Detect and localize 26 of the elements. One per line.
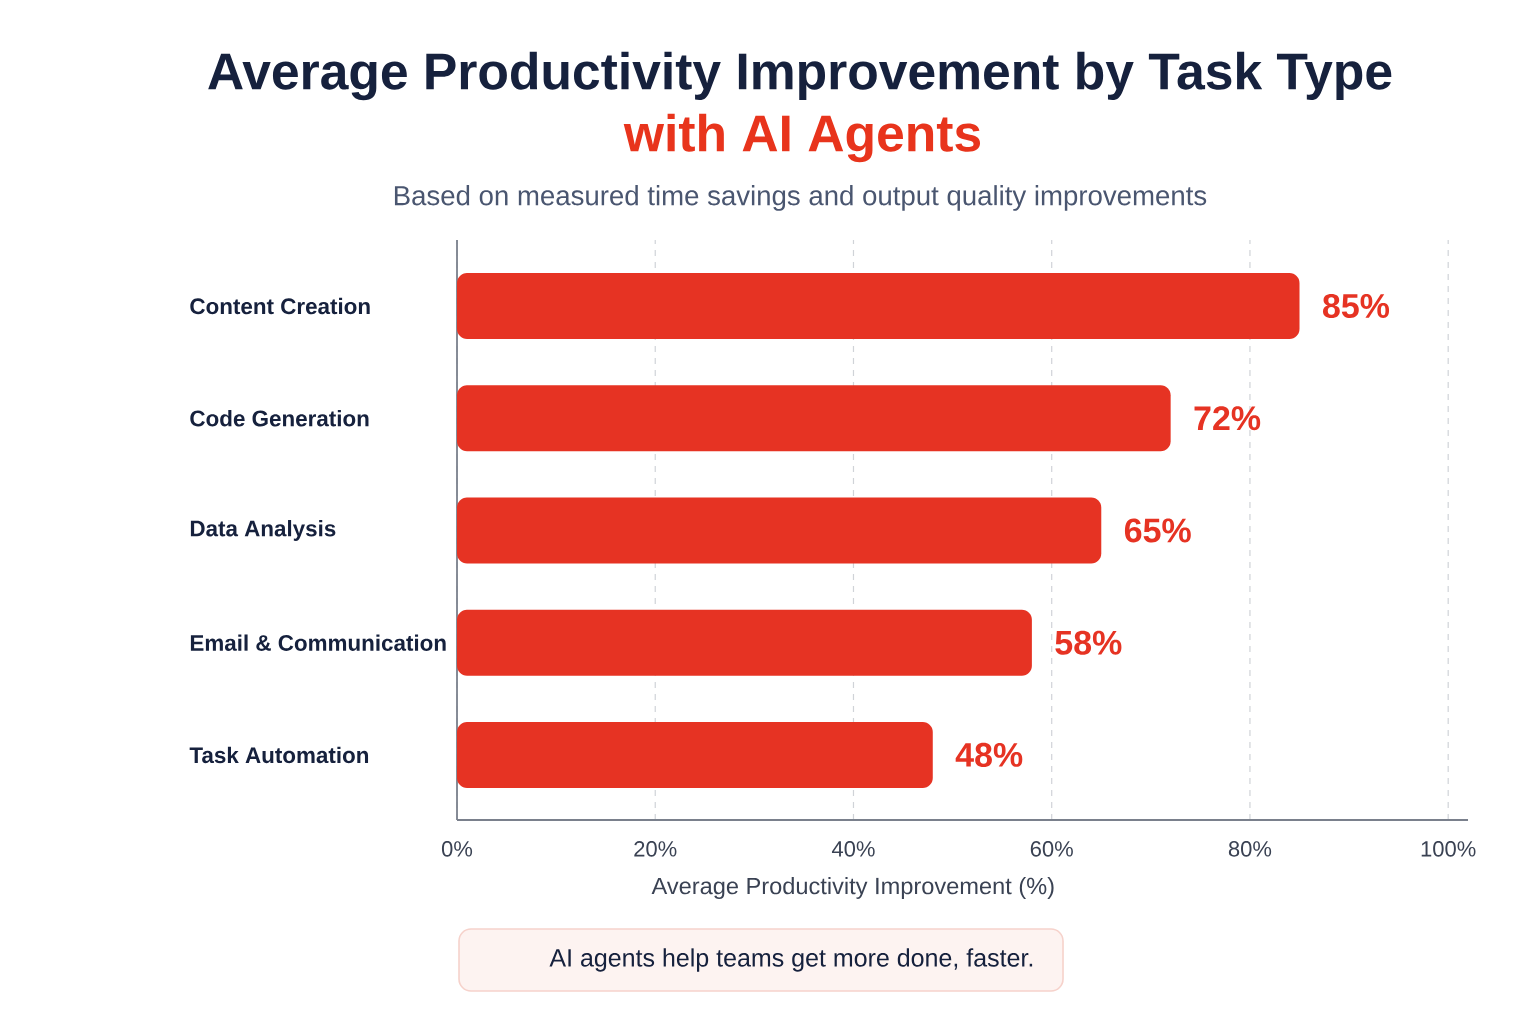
x-tick-label: 0% (441, 841, 473, 857)
y-tick-label: Data Analysis (190, 520, 336, 541)
chart-title: Average Productivity Improvement by Task Type (208, 51, 1392, 101)
data-label: 72% (1194, 406, 1261, 431)
bar (457, 497, 1102, 564)
bar (457, 721, 933, 788)
text: Based on measured time savings and output quality improvements (394, 185, 1207, 211)
text: AI agents help teams get more done, faster. (549, 948, 1033, 972)
bar (457, 385, 1171, 452)
y-tick-label: Content Creation (190, 297, 370, 315)
data-label: 65% (1124, 518, 1191, 543)
bar (457, 272, 1300, 339)
x-axis-title: Average Productivity Improvement (%) (651, 877, 1054, 899)
y-tick-label: Email & Communication (190, 634, 446, 651)
x-tick-label: 100% (1421, 841, 1476, 857)
x-tick-label: 60% (1030, 841, 1073, 857)
data-label: 48% (955, 742, 1023, 767)
x-tick-label: 20% (634, 841, 677, 857)
y-tick-label: Code Generation (190, 410, 369, 427)
chart-subtitle: with AI Agents (623, 113, 981, 163)
data-label: 85% (1322, 293, 1390, 319)
data-label: 58% (1055, 630, 1122, 655)
bar (457, 609, 1032, 676)
y-tick-label: Task Automation (189, 746, 369, 764)
x-tick-label: 40% (831, 841, 875, 857)
x-tick-label: 80% (1228, 841, 1272, 857)
